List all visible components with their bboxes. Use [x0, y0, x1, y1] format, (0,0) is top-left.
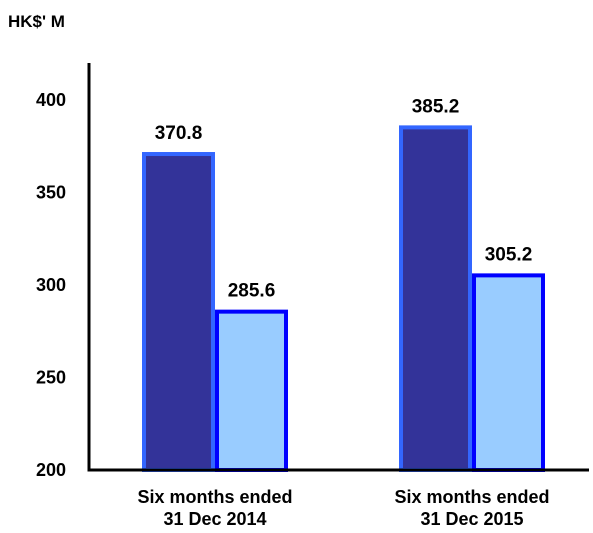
- bar-series-1-category-2: [399, 125, 472, 472]
- x-category-label-line: Six months ended: [137, 487, 292, 507]
- data-label-series-2-category-1: 285.6: [228, 281, 276, 302]
- y-tick-label-250: 250: [36, 368, 66, 388]
- y-tick-labels-group: 200 250 300 350 400: [36, 90, 66, 480]
- data-label-series-1-category-2: 385.2: [412, 96, 460, 117]
- x-category-label-line: 31 Dec 2014: [163, 509, 266, 529]
- x-category-label-1: Six months ended 31 Dec 2014: [137, 487, 292, 529]
- y-tick-label-350: 350: [36, 183, 66, 203]
- x-category-label-line: 31 Dec 2015: [420, 509, 523, 529]
- bars-group: [142, 125, 545, 473]
- bar-series-1-category-1: [142, 152, 215, 473]
- data-label-series-2-category-2: 305.2: [485, 244, 533, 265]
- unit-label: HK$' M: [8, 12, 65, 31]
- y-tick-label-300: 300: [36, 275, 66, 295]
- y-tick-label-200: 200: [36, 460, 66, 480]
- axes-group: [87, 63, 589, 472]
- x-category-label-2: Six months ended 31 Dec 2015: [394, 487, 549, 529]
- y-tick-label-400: 400: [36, 90, 66, 110]
- data-label-series-1-category-1: 370.8: [155, 123, 203, 144]
- data-labels-group: 370.8 385.2 285.6 305.2: [155, 96, 533, 301]
- bar-series-2-category-2: [472, 273, 545, 472]
- bar-series-2-category-1: [215, 309, 288, 473]
- x-category-label-line: Six months ended: [394, 487, 549, 507]
